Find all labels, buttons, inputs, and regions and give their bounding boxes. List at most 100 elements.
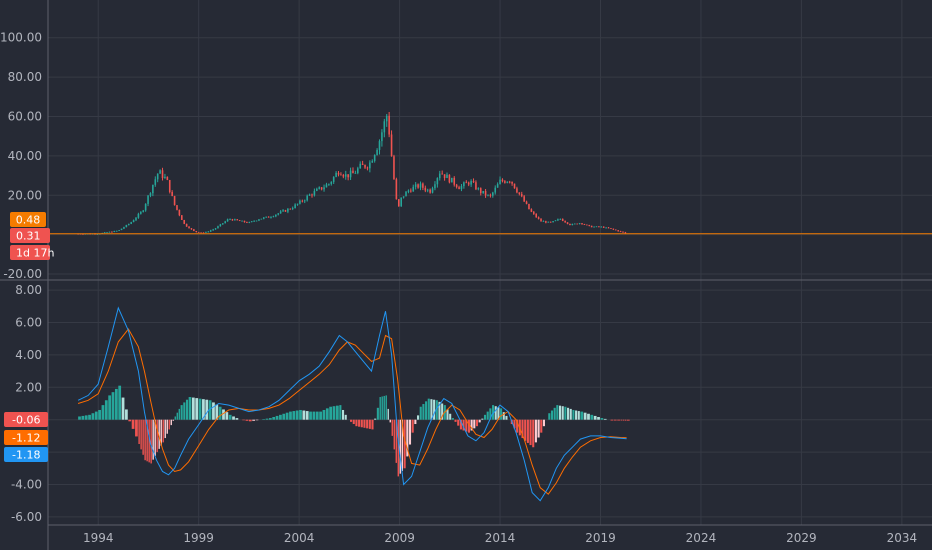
candle-body	[212, 229, 214, 231]
histogram-bar	[309, 411, 312, 420]
histogram-bar	[600, 418, 604, 420]
candle-body	[487, 194, 489, 196]
candle-body	[113, 231, 116, 233]
histogram-bar	[81, 415, 85, 420]
histogram-bar	[441, 403, 444, 420]
histogram-bar	[590, 414, 594, 420]
histogram-bar	[202, 399, 205, 420]
histogram-bar	[379, 397, 381, 420]
candle-body	[272, 216, 275, 218]
candle-body	[532, 211, 535, 214]
candle-body	[412, 186, 415, 192]
histogram-bar	[593, 415, 597, 420]
histogram-bar	[446, 409, 449, 420]
candle-body	[472, 181, 475, 183]
candle-body	[164, 176, 166, 179]
candle-body	[400, 197, 402, 207]
countdown-value: 1d 17h	[16, 247, 54, 260]
candle-body	[578, 223, 581, 224]
histogram-bar	[148, 419, 150, 463]
candle-body	[441, 173, 443, 175]
candle-body	[434, 184, 436, 189]
histogram-bar	[580, 411, 584, 420]
histogram-bar	[610, 419, 614, 421]
histogram-bar	[494, 406, 497, 420]
candle-body	[349, 170, 352, 178]
candle-body	[311, 194, 313, 196]
x-tick-label: 1999	[183, 531, 214, 545]
histogram-bar	[108, 395, 112, 420]
histogram-bar	[438, 401, 441, 420]
candle-body	[376, 149, 378, 156]
countdown-badge: 1d 17h	[10, 245, 54, 260]
histogram-bar	[262, 419, 266, 420]
histogram-bar	[292, 411, 296, 420]
histogram-bar	[142, 419, 144, 455]
histogram-bar	[91, 413, 95, 420]
macd-y-tick-label: 8.00	[15, 283, 42, 297]
candle-body	[361, 163, 364, 165]
histogram-bar	[312, 411, 316, 420]
candle-body	[453, 177, 456, 185]
candle-body	[255, 220, 258, 222]
candle-body	[405, 191, 407, 197]
histogram-bar	[411, 419, 414, 433]
grid	[48, 0, 932, 525]
histogram-bar	[272, 417, 276, 420]
histogram-bar	[513, 419, 516, 429]
histogram-bar	[451, 418, 454, 420]
candle-body	[241, 220, 243, 222]
candle-body	[219, 224, 222, 227]
histogram-bar	[603, 418, 607, 420]
candle-body	[547, 221, 550, 223]
candle-body	[207, 231, 210, 233]
histogram-bar	[470, 419, 473, 431]
candle-body	[373, 155, 376, 161]
candle-body	[520, 193, 523, 197]
histogram-bar	[497, 407, 500, 420]
histogram-bar	[481, 418, 484, 420]
candle-body	[156, 173, 159, 180]
price-pane[interactable]	[48, 111, 932, 235]
candle-body	[197, 231, 200, 233]
histogram-bar	[131, 419, 135, 429]
histogram-bar	[537, 419, 540, 438]
signal-value: -1.12	[12, 432, 40, 445]
candle-body	[159, 170, 161, 174]
candle-body	[624, 232, 627, 234]
price-y-tick-label: 60.00	[8, 109, 42, 123]
candle-body	[436, 178, 439, 185]
histogram-bar	[389, 419, 391, 423]
candle-body	[202, 232, 205, 234]
histogram-bar	[94, 411, 98, 420]
macd-pane[interactable]	[77, 306, 630, 502]
candle-body	[482, 190, 484, 194]
histogram-bar	[138, 419, 140, 444]
histogram-bar	[144, 419, 146, 461]
candle-body	[205, 231, 207, 233]
histogram-bar	[332, 406, 336, 420]
histogram-bar	[218, 406, 222, 420]
histogram-bar	[376, 407, 379, 420]
candle-body	[262, 217, 265, 219]
histogram-bar	[467, 419, 470, 433]
histogram-bar	[84, 415, 88, 420]
candle-body	[364, 164, 366, 168]
histogram-bar	[569, 408, 572, 420]
candle-body	[289, 208, 292, 210]
histogram-bar	[387, 408, 389, 420]
histogram-bar	[587, 413, 590, 420]
histogram-bar	[191, 397, 195, 420]
histogram-bar	[408, 419, 412, 445]
histogram-bar	[295, 410, 299, 420]
histogram-bar	[248, 419, 252, 422]
histogram-bar	[285, 412, 289, 420]
candle-body	[217, 226, 219, 229]
candle-body	[504, 181, 506, 183]
candle-body	[344, 174, 347, 177]
candle-body	[448, 174, 451, 183]
candle-body	[236, 219, 239, 221]
histogram-bar	[222, 409, 225, 420]
histogram-bar	[462, 419, 465, 431]
